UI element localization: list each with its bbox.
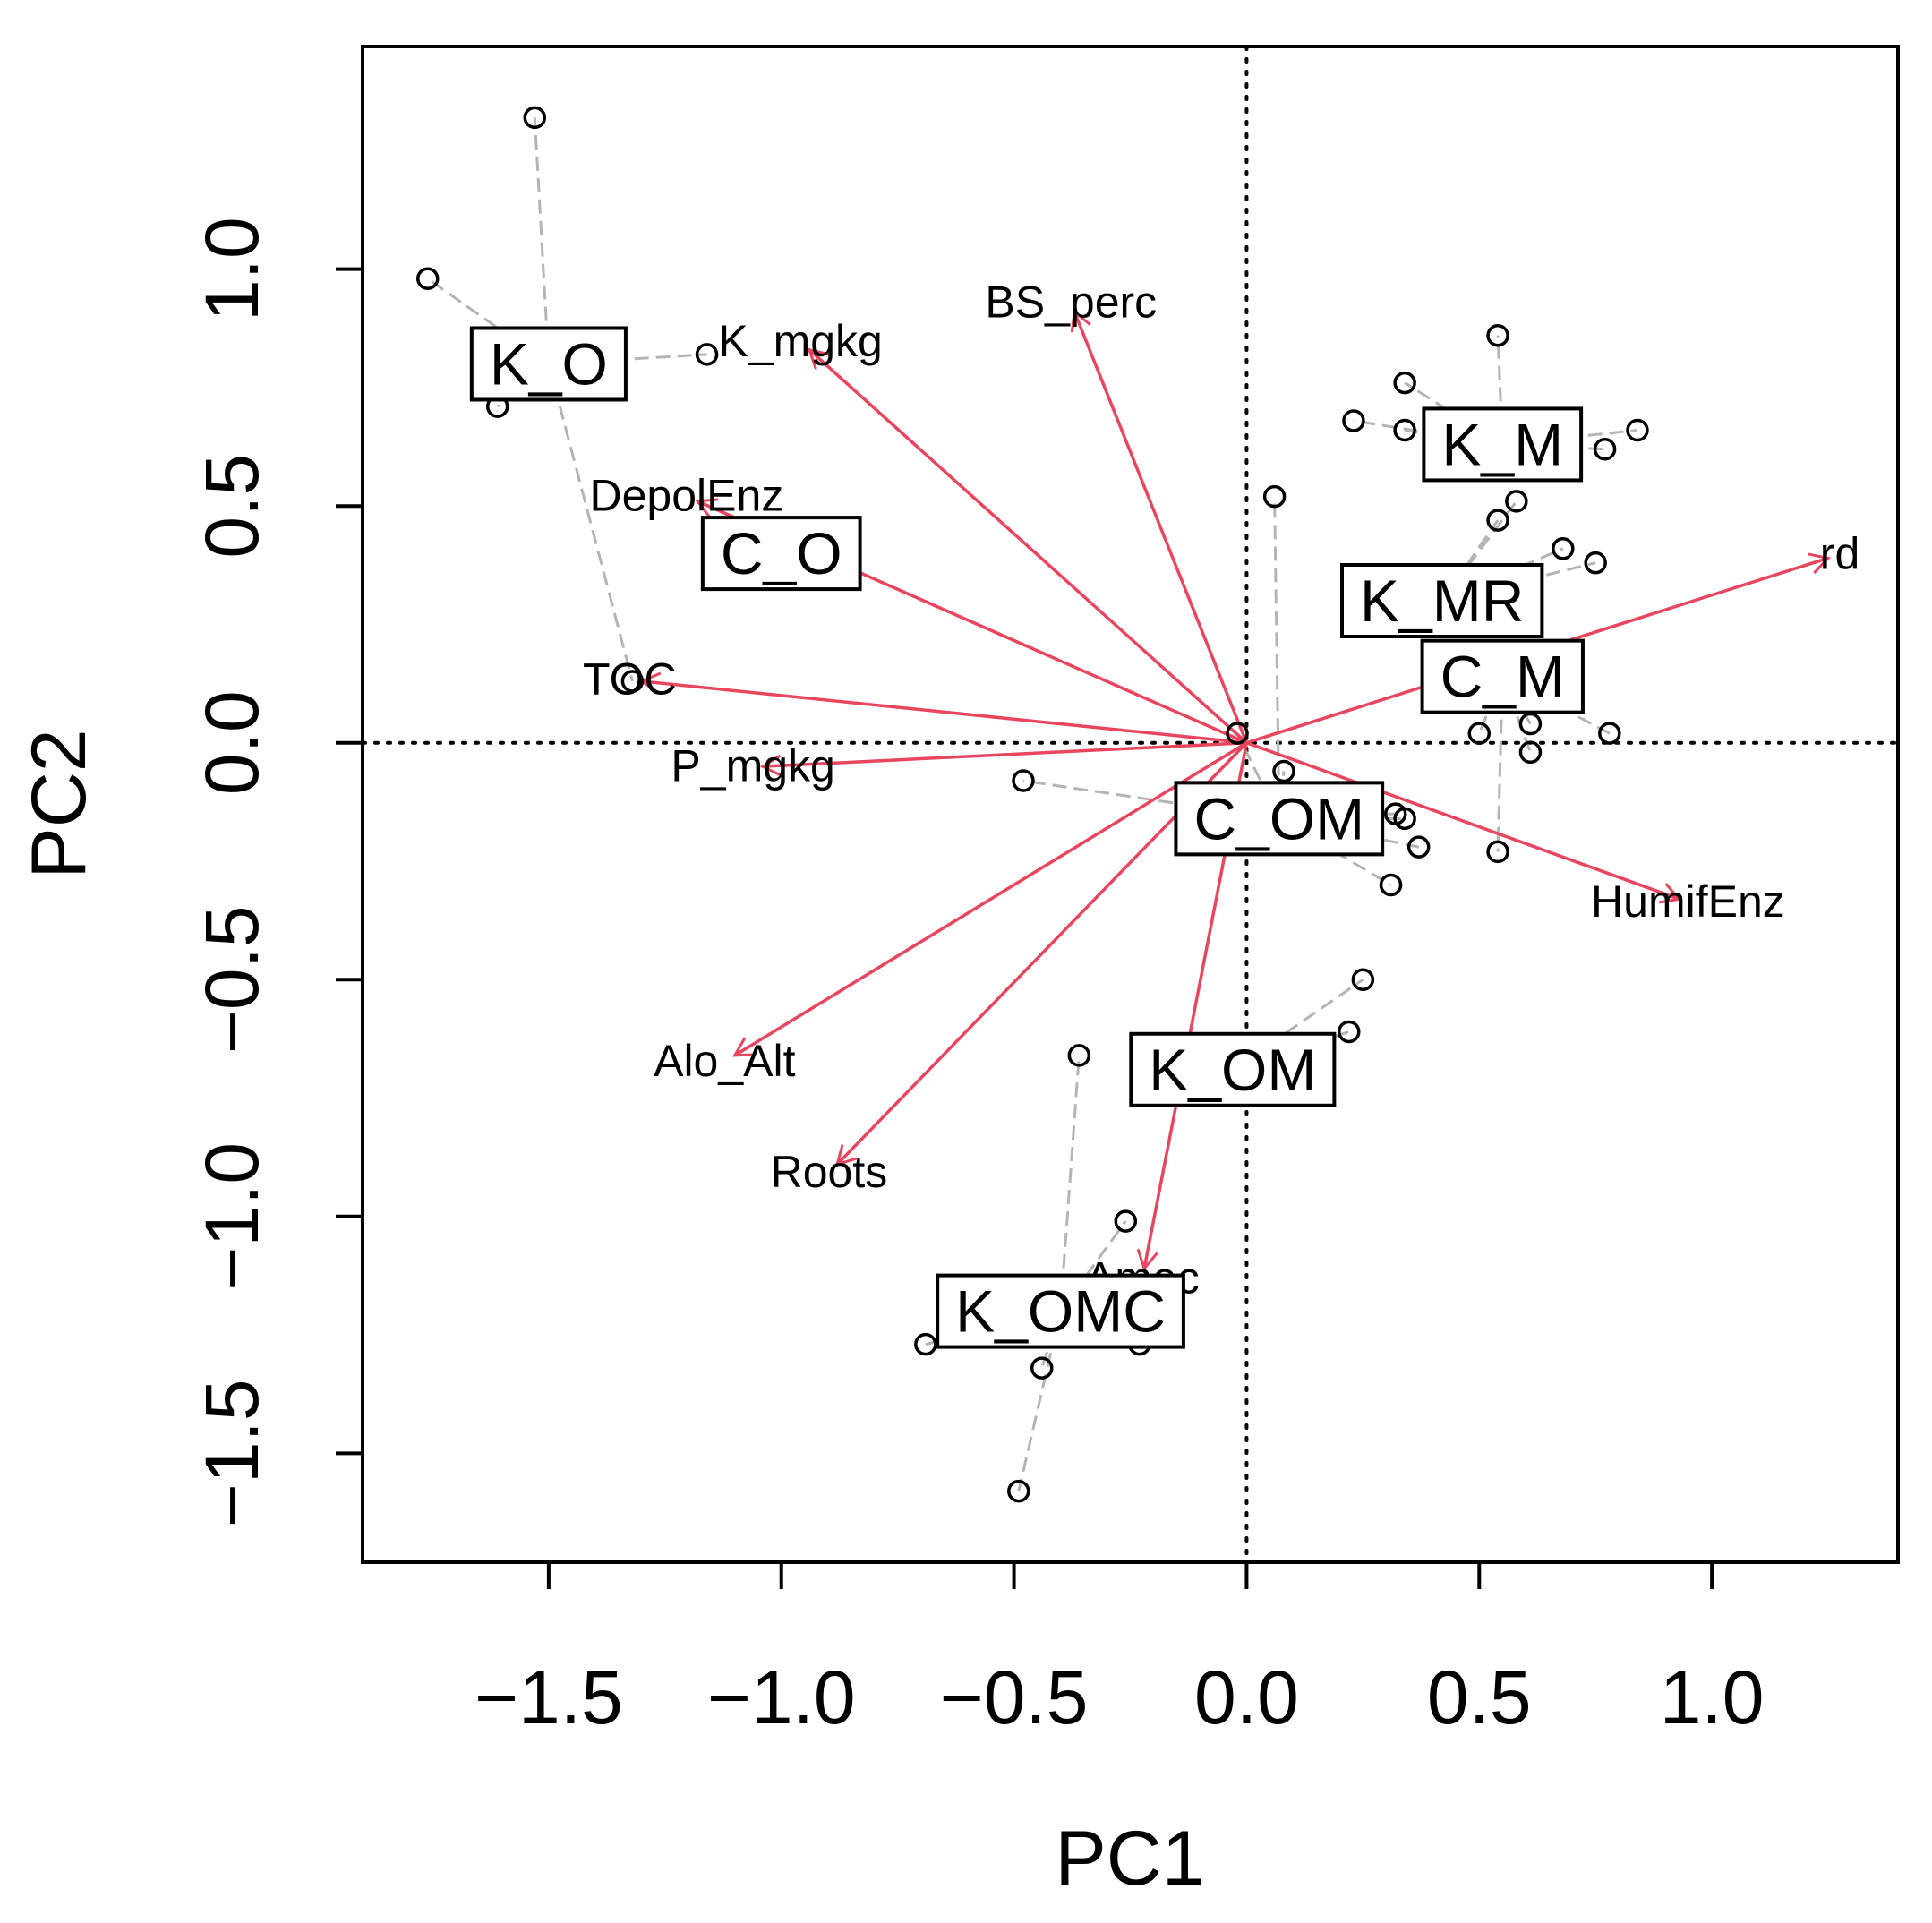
x-tick-label: 1.0: [1660, 1655, 1765, 1739]
vector-label-toc: TOC: [583, 654, 677, 705]
group-label-k-omc: K_OMC: [955, 1278, 1166, 1345]
x-tick-label: −0.5: [940, 1655, 1089, 1739]
data-point: [914, 1332, 937, 1356]
group-label-box-k-o: [469, 326, 628, 402]
plot-frame: [361, 45, 1900, 1564]
data-point: [1518, 740, 1543, 765]
data-point: [1486, 509, 1509, 532]
vector-label-p-mgkg: P_mgkg: [671, 741, 834, 791]
group-label-c-o: C_O: [721, 520, 842, 586]
group-label-k-mr: K_MR: [1360, 568, 1524, 634]
spider-line: [1404, 381, 1504, 446]
spider-line: [1059, 1220, 1127, 1312]
plot-area: K_mgkg BS_perc DepolEnz TOC P_mgkg rd HumifEnz…: [361, 45, 1900, 1564]
axes: −1.5 −1.0 −0.5 0.0 0.5 1.0 −1.5 −1.0 −0.5 0.0 0.5 1…: [190, 217, 1765, 1739]
data-point: [1067, 1044, 1091, 1067]
x-tick-label: −1.0: [707, 1655, 856, 1739]
spider-line: [1496, 335, 1504, 445]
data-point: [1486, 323, 1509, 347]
x-tick-label: 0.5: [1427, 1655, 1532, 1739]
vector-arrow-bs-perc: [1070, 309, 1249, 744]
data-point: [1114, 1209, 1138, 1233]
data-point: [523, 106, 547, 130]
data-point: [1262, 484, 1287, 509]
data-point: [1552, 537, 1575, 560]
vector-arrow-alo-alt: [732, 741, 1248, 1057]
vector-label-rd: rd: [1820, 528, 1859, 578]
data-point: [1393, 371, 1416, 395]
data-point: [1393, 807, 1416, 831]
y-tick-label: −1.0: [190, 1142, 274, 1291]
vector-label-alo-alt: Alo_Alt: [654, 1036, 796, 1086]
data-point: [1598, 722, 1621, 745]
spider-line: [1440, 519, 1500, 602]
data-point: [1007, 1479, 1030, 1503]
data-point: [1030, 1356, 1054, 1380]
data-point: [1393, 418, 1416, 442]
y-tick-label: 1.0: [190, 217, 274, 321]
vector-arrow-p-mgkg: [759, 740, 1247, 777]
vector-arrow-humifenz: [1245, 741, 1682, 904]
group-label-k-om: K_OM: [1149, 1037, 1316, 1103]
data-point: [1012, 769, 1035, 792]
spider-line: [547, 363, 634, 682]
vector-label-roots: Roots: [771, 1147, 888, 1197]
vector-label-humifenz: HumifEnz: [1591, 876, 1785, 927]
y-tick-label: −0.5: [190, 905, 274, 1054]
data-point: [695, 343, 719, 366]
vector-label-k-mgkg: K_mgkg: [718, 316, 882, 366]
group-label-box-k-om: [1129, 1031, 1337, 1107]
data-point: [1379, 873, 1403, 897]
y-tick-label: −1.5: [190, 1379, 274, 1527]
spider-line: [1235, 732, 1281, 820]
data-point: [1226, 722, 1249, 745]
vector-label-depolenz: DepolEnz: [590, 471, 784, 521]
data-point: [1505, 490, 1528, 513]
x-tick-label: −1.5: [474, 1655, 623, 1739]
vector-label-bs-perc: BS_perc: [985, 278, 1157, 328]
data-point: [620, 670, 645, 693]
data-point: [1406, 835, 1431, 859]
group-label-c-m: C_M: [1440, 644, 1565, 710]
data-point: [1626, 418, 1649, 442]
data-point: [1467, 722, 1492, 745]
spider-line: [533, 117, 551, 364]
group-label-k-o: K_O: [490, 330, 608, 397]
group-label-box-c-om: [1174, 781, 1385, 857]
group-label-box-c-m: [1420, 638, 1585, 714]
y-tick-label: 0.5: [190, 454, 274, 559]
data-point: [1593, 437, 1617, 461]
group-label-k-m: K_M: [1441, 411, 1563, 477]
data-point: [1584, 551, 1607, 575]
spider-line: [1059, 1055, 1081, 1312]
group-label-box-k-m: [1422, 406, 1584, 483]
vector-arrow-toc: [638, 671, 1247, 745]
y-tick-label: 0.0: [190, 690, 274, 795]
x-tick-label: 0.0: [1194, 1655, 1299, 1739]
group-label-box-k-mr: [1340, 563, 1544, 639]
group-label-c-om: C_OM: [1193, 785, 1364, 851]
data-point: [1486, 840, 1509, 864]
y-axis-title: PC2: [16, 729, 102, 878]
x-axis-title: PC1: [1055, 1816, 1204, 1902]
data-point: [1351, 968, 1375, 992]
group-label-box-c-o: [700, 516, 862, 592]
vector-arrow-k-mgkg: [807, 347, 1248, 745]
group-label-box-k-omc: [936, 1273, 1185, 1349]
data-point: [1338, 1020, 1361, 1044]
data-point: [416, 267, 440, 290]
data-point: [1342, 409, 1365, 432]
